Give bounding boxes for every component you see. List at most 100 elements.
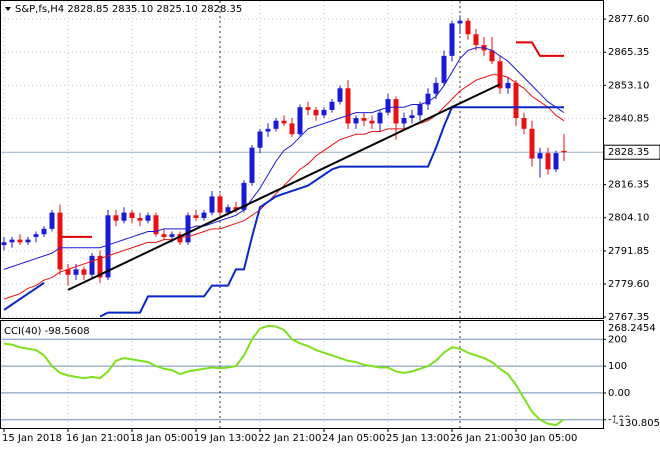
x-tick-label: 15 Jan 2018 <box>2 433 62 444</box>
y-tick-label: 2791.85 <box>608 246 649 257</box>
menu-arrow[interactable] <box>5 7 11 11</box>
candle-body <box>41 228 47 235</box>
candle-body <box>257 131 263 148</box>
y-tick-label: 2853.10 <box>608 80 649 91</box>
candle-body <box>137 218 143 221</box>
candle-body <box>561 150 567 153</box>
candle-body <box>265 128 271 132</box>
candle-body <box>465 20 471 35</box>
y-tick-label: 2877.60 <box>608 14 649 25</box>
candle-body <box>57 212 63 270</box>
candle-body <box>369 120 375 124</box>
x-tick-label: 16 Jan 21:00 <box>66 433 129 444</box>
candle-body <box>33 234 39 237</box>
candle-body <box>337 88 343 102</box>
x-tick-label: 18 Jan 05:00 <box>130 433 193 444</box>
indicator-line <box>3 74 565 300</box>
candle-body <box>505 82 511 89</box>
candle-body <box>1 242 7 246</box>
candle-body <box>105 215 111 278</box>
candle-body <box>529 128 535 159</box>
candle-body <box>233 207 239 210</box>
candle-body <box>425 93 431 105</box>
candle-body <box>73 269 79 275</box>
chart-title: S&P,fs,H4 2828.85 2835.10 2825.10 2828.3… <box>15 4 242 15</box>
candle-body <box>553 153 559 170</box>
candle-body <box>145 215 151 221</box>
candle-body <box>377 112 383 124</box>
candle-body <box>353 118 359 124</box>
x-tick-label: 26 Jan 21:00 <box>450 433 513 444</box>
y-tick-label: 2816.35 <box>608 180 649 191</box>
candle-body <box>473 34 479 46</box>
current-price-label: 2828.35 <box>608 147 649 158</box>
indicator-line <box>60 41 564 238</box>
candle-body <box>121 212 127 221</box>
candle-body <box>129 212 135 219</box>
candle-body <box>489 50 495 62</box>
candle-body <box>177 234 183 243</box>
candle-body <box>193 215 199 219</box>
ylim-bottom-label: -130.8055 <box>615 418 660 429</box>
candle-body <box>545 153 551 170</box>
indicator-title: CCI(40) -98.5608 <box>4 326 90 337</box>
marks-layer <box>1 15 567 427</box>
candle-body <box>385 99 391 113</box>
candle-body <box>433 82 439 94</box>
y-tick-label: 2804.10 <box>608 213 649 224</box>
candle-body <box>225 207 231 213</box>
candle-body <box>89 255 95 275</box>
current-price-box <box>603 144 660 160</box>
candle-body <box>9 239 15 243</box>
candle-body <box>393 99 399 124</box>
x-tick-label: 19 Jan 13:00 <box>194 433 257 444</box>
candle-body <box>25 239 31 243</box>
cci-frame <box>0 320 604 429</box>
candle-body <box>401 118 407 124</box>
candle-body <box>449 23 455 56</box>
candle-body <box>281 120 287 124</box>
candle-body <box>361 118 367 121</box>
y-tick-label: 200 <box>608 334 627 345</box>
candle-body <box>313 109 319 116</box>
candle-body <box>241 182 247 210</box>
candle-body <box>409 115 415 119</box>
candle-body <box>217 196 223 213</box>
candle-body <box>209 196 215 213</box>
x-tick-label: 25 Jan 13:00 <box>386 433 449 444</box>
y-tick-label: 100 <box>608 361 627 372</box>
candle-body <box>17 239 23 243</box>
candle-body <box>289 123 295 135</box>
candle-body <box>169 234 175 237</box>
candle-body <box>521 118 527 129</box>
candle-body <box>537 153 543 159</box>
candle-body <box>297 107 303 135</box>
y-tick-label: 0.00 <box>608 388 630 399</box>
candle-body <box>201 212 207 219</box>
candle-body <box>161 234 167 237</box>
x-tick-label: 22 Jan 21:00 <box>258 433 321 444</box>
candle-body <box>457 20 463 24</box>
candle-body <box>321 109 327 116</box>
y-tick-label: 2779.60 <box>608 279 649 290</box>
x-tick-label: 24 Jan 05:00 <box>322 433 385 444</box>
y-tick-label: 2865.35 <box>608 47 649 58</box>
ylim-top-label: 268.2454 <box>608 323 656 334</box>
candle-body <box>441 55 447 83</box>
y-tick-label: 2767.35 <box>608 312 649 323</box>
axis-layer: 2877.60 2865.35 2853.10 2840.85 2816.35 2804.… <box>2 14 660 444</box>
cci-line <box>3 324 565 427</box>
candle-body <box>345 88 351 124</box>
candle-body <box>329 101 335 110</box>
candle-body <box>153 215 159 235</box>
candle-body <box>113 215 119 221</box>
ylim-box <box>615 417 660 428</box>
candle-body <box>65 269 71 275</box>
y-tick-label: 2840.85 <box>608 113 649 124</box>
candle-body <box>417 104 423 116</box>
candle-body <box>249 147 255 183</box>
candle-body <box>273 120 279 129</box>
